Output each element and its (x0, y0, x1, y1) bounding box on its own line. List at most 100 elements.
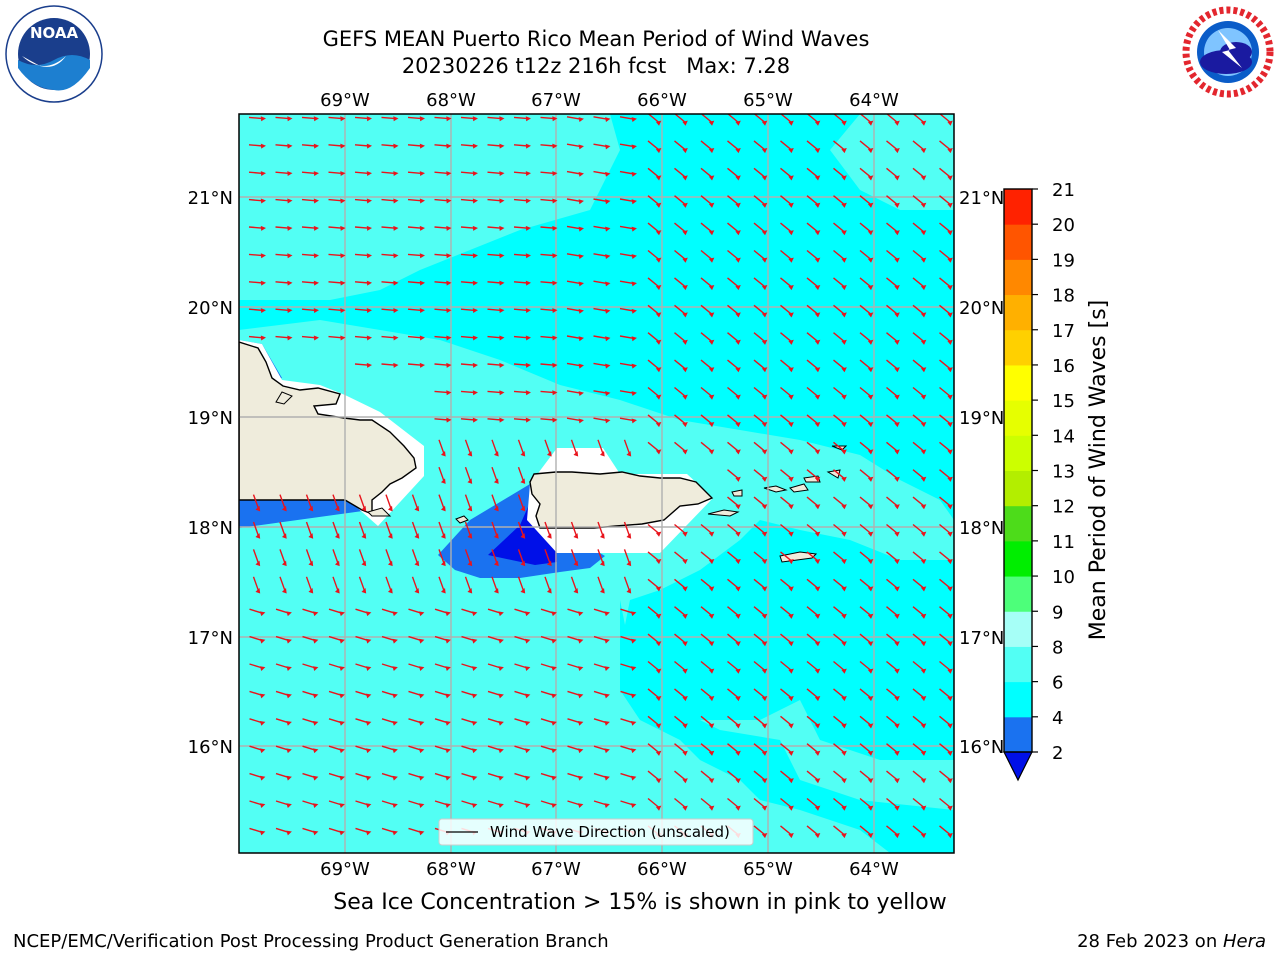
wind-wave-arrow (540, 116, 558, 122)
wind-wave-arrow (355, 800, 372, 808)
wind-wave-arrow (487, 171, 505, 177)
wind-wave-arrow (886, 277, 900, 291)
wind-wave-arrow (700, 414, 715, 428)
lat-label-right: 19°N (959, 408, 1004, 429)
wind-wave-arrow (912, 715, 927, 729)
wind-wave-arrow (460, 225, 478, 231)
wind-wave-arrow (753, 414, 768, 428)
wind-wave-arrow (912, 469, 927, 482)
wind-wave-arrow (806, 715, 821, 729)
wind-wave-arrow (886, 551, 900, 565)
wind-wave-arrow (301, 143, 319, 149)
wind-wave-arrow (886, 140, 900, 154)
wind-wave-arrow (301, 225, 319, 231)
wind-wave-arrow (780, 441, 794, 455)
colorbar-segment (1004, 435, 1032, 471)
wind-wave-arrow (859, 715, 874, 729)
wind-wave-arrow (464, 494, 473, 512)
wind-wave-arrow (566, 170, 584, 177)
wind-wave-arrow (700, 304, 715, 318)
wind-wave-arrow (487, 362, 505, 368)
wind-wave-arrow (248, 116, 266, 122)
wind-wave-arrow (438, 521, 446, 539)
wind-wave-arrow (381, 308, 399, 314)
wind-wave-arrow (328, 116, 346, 122)
wind-wave-arrow (279, 494, 287, 512)
wind-wave-arrow (647, 770, 662, 784)
colorbar-segment (1004, 540, 1032, 577)
wind-wave-arrow (302, 663, 319, 671)
wind-wave-arrow (381, 772, 398, 781)
wind-wave-arrow (674, 195, 688, 208)
wind-wave-arrow (859, 304, 874, 318)
wind-wave-arrow (806, 469, 821, 482)
wind-wave-arrow (460, 417, 478, 423)
puerto-rico-land (529, 471, 714, 529)
wind-wave-arrow (438, 549, 446, 567)
wind-wave-arrow (620, 663, 637, 671)
wind-wave-arrow (833, 195, 847, 208)
wind-wave-arrow (487, 225, 505, 231)
wind-wave-arrow (408, 690, 425, 699)
wind-wave-arrow (381, 253, 399, 259)
wind-wave-arrow (593, 280, 611, 287)
wind-wave-arrow (434, 608, 451, 617)
wind-wave-arrow (328, 225, 346, 231)
wind-wave-arrow (859, 797, 874, 811)
sea-ice-caption: Sea Ice Concentration > 15% is shown in … (333, 890, 947, 915)
wind-wave-arrow (567, 635, 584, 644)
colorbar-segment (1004, 364, 1032, 401)
wind-wave-arrow (355, 690, 372, 699)
wind-wave-arrow (249, 745, 266, 754)
wind-wave-arrow (859, 578, 874, 592)
wind-wave-arrow (753, 277, 768, 291)
wind-wave-arrow (275, 690, 292, 699)
colorbar-tick: 15 (1052, 391, 1075, 412)
wind-wave-arrow (939, 633, 953, 647)
lon-label-bottom: 65°W (743, 859, 793, 880)
wind-wave-arrow (381, 635, 398, 644)
wind-wave-arrow (514, 608, 531, 617)
wind-wave-arrow (381, 690, 398, 699)
wind-wave-arrow (886, 660, 900, 674)
colorbar-tick: 20 (1052, 215, 1075, 236)
wind-wave-arrow (912, 496, 927, 510)
wind-wave-arrow (460, 390, 478, 396)
wind-wave-arrow (540, 390, 558, 396)
wind-wave-arrow (252, 521, 261, 539)
wind-wave-arrow (567, 690, 584, 699)
wind-wave-arrow (780, 797, 794, 811)
wind-wave-arrow (700, 222, 715, 236)
lon-labels-top: 69°W 68°W 67°W 66°W 65°W 64°W (320, 90, 899, 111)
wind-wave-arrow (540, 362, 558, 368)
wind-wave-arrow (619, 390, 637, 397)
wind-wave-arrow (939, 688, 953, 702)
wind-wave-arrow (939, 222, 953, 236)
wind-wave-arrow (912, 332, 927, 345)
wind-wave-arrow (620, 772, 637, 781)
colorbar-segment (1004, 716, 1032, 753)
colorbar-tick: 12 (1052, 497, 1075, 518)
wind-wave-arrow (593, 362, 611, 369)
wind-wave-arrow (727, 304, 741, 318)
wind-wave-arrow (248, 253, 266, 259)
wind-wave-arrow (674, 688, 688, 702)
wind-wave-arrow (753, 114, 768, 126)
wind-wave-arrow (328, 745, 345, 754)
wind-wave-arrow (727, 414, 741, 428)
wind-wave-arrow (674, 167, 688, 181)
wind-wave-arrow (461, 800, 478, 808)
colorbar: 2 4 6 8 9 10 11 12 13 14 15 16 17 18 19 20 21 (1003, 180, 1075, 782)
wind-wave-arrow (806, 523, 821, 537)
wind-wave-arrow (407, 362, 425, 368)
wind-wave-arrow (806, 551, 821, 565)
wind-wave-arrow (727, 114, 741, 126)
wind-wave-arrow (886, 496, 900, 510)
wind-wave-arrow (727, 606, 741, 619)
wind-wave-arrow (674, 606, 688, 619)
wind-wave-arrow (753, 606, 768, 619)
wind-wave-arrow (623, 439, 632, 457)
wind-wave-arrow (302, 772, 319, 781)
wind-wave-arrow (249, 827, 266, 836)
wind-wave-arrow (460, 280, 478, 286)
